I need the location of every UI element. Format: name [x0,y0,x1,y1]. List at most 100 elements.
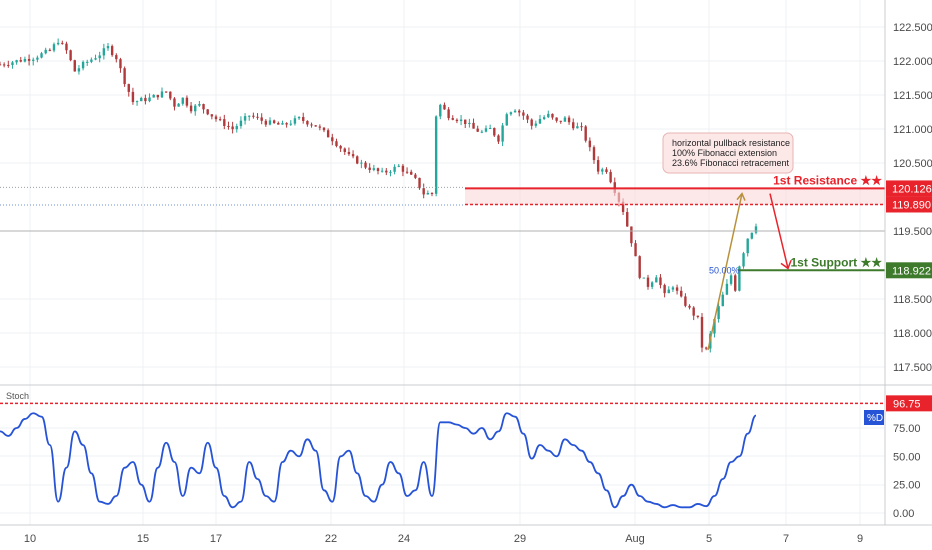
callout-box [662,132,794,174]
price-tick-label: 118.000 [893,328,932,340]
candle-body [734,275,737,291]
stoch-d-text: %D [867,413,883,424]
candle-body [177,103,180,107]
candle-body [27,58,31,61]
resistance-price-tag-2 [886,196,932,213]
candle-body [268,120,272,125]
candle-body [102,48,106,56]
candle-body [347,151,351,155]
candle-body [123,68,126,85]
candle-body [198,104,201,106]
candle-body [164,91,168,93]
candle-body [484,128,488,132]
time-tick-label: 5 [706,533,712,545]
stoch-level-text: 96.75 [893,398,921,410]
candle-body [750,232,754,239]
candle-body [688,305,691,308]
projection-arrowhead [780,260,792,270]
candle-body [119,59,122,69]
candle-body [7,64,10,66]
candle-body [372,168,376,170]
price-axis: 122.500 122.000 121.500 121.000 120.500 119.5… [893,22,932,374]
candle-body [243,116,247,121]
callout-line-3: 23.6% Fibonacci retracement [672,158,790,168]
candle-body [609,172,612,183]
time-tick-label: 17 [210,533,222,545]
candle-body [505,114,508,126]
candle-body [596,160,600,172]
candle-body [86,61,89,63]
candle-body [152,94,155,98]
candle-body [696,315,700,317]
candle-body [538,119,542,124]
candle-body [293,118,297,124]
candle-body [127,84,130,92]
candle-body [376,168,380,172]
candle-body [173,98,176,107]
candle-body [397,165,400,167]
candle-body [725,283,729,295]
candle-body [110,46,114,56]
candle-body [630,226,633,244]
candle-body [459,119,463,122]
candle-body [81,61,85,69]
candle-body [713,319,716,334]
resistance-price-text: 120.126 [892,183,932,195]
time-tick-label: Aug [625,533,645,545]
candle-body [476,128,479,132]
candle-body [501,125,504,142]
candle-body [339,146,342,149]
candle-body [65,43,68,51]
candle-body [559,120,562,122]
candle-body [563,117,567,122]
candle-body [48,49,52,51]
time-tick-label: 24 [398,533,410,545]
candle-body [335,141,338,147]
candle-body [717,306,720,320]
support-label: 1st Support ★★ [790,255,882,269]
support-price-tag [886,262,932,279]
candle-body [140,97,143,102]
candle-body [418,177,421,189]
stoch-tick-label: 75.00 [893,423,921,435]
candle-body [98,55,101,59]
candle-body [700,316,704,348]
stoch-level-tag [886,395,932,412]
candle-body [181,97,184,104]
candle-body [52,44,56,51]
candle-body [135,101,139,103]
price-tick-label: 118.500 [893,294,932,306]
candle-body [364,162,367,168]
candle-body [464,119,467,125]
candle-body [343,148,346,152]
candle-body [626,212,629,227]
candle-body [675,287,679,291]
candle-body [497,135,500,142]
candle-body [331,137,334,142]
candle-body [351,154,355,157]
candle-body [534,123,538,126]
candle-body [32,59,35,61]
candle-body [588,140,592,148]
time-axis: 10 15 17 22 24 29 Aug 5 7 9 [24,533,863,545]
candle-body [754,226,758,233]
resistance-price-tag [886,180,932,197]
candle-body [260,117,263,121]
candle-body [148,97,151,102]
time-tick-label: 7 [783,533,789,545]
candle-body [555,117,558,121]
candle-body [281,123,284,125]
candle-body [61,42,64,44]
candle-body [144,97,147,102]
candle-body [23,58,27,62]
stoch-d-tag [864,410,884,425]
candle-body [106,46,110,49]
candle-body [285,123,288,125]
candle-body [115,55,118,60]
candle-body [447,109,450,119]
candle-body [642,277,646,279]
candle-body [185,97,189,106]
price-tick-label: 121.500 [893,90,932,102]
candle-body [227,125,230,127]
candle-body [11,62,14,65]
